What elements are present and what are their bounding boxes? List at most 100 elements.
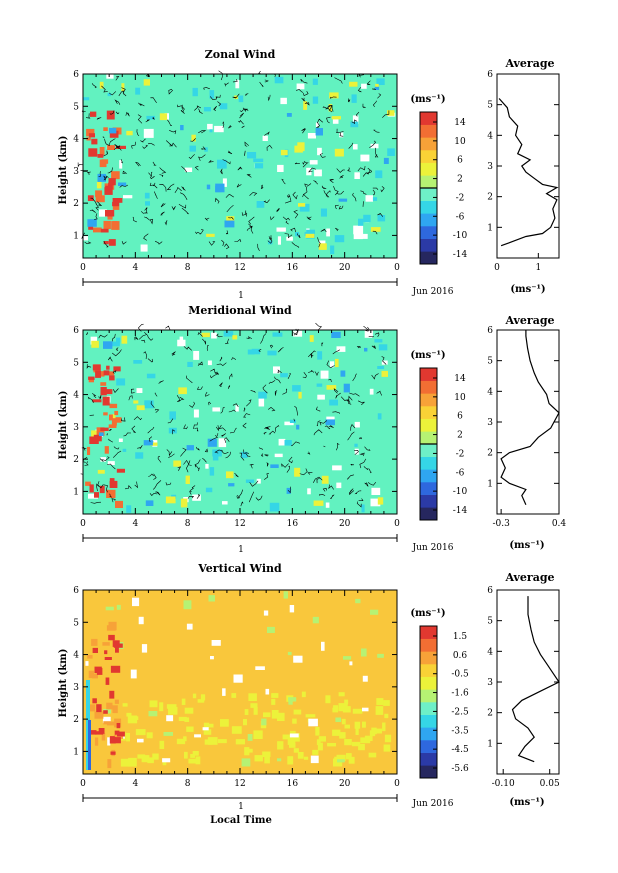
average-x-tick-label: 0: [494, 263, 500, 273]
y-tick-label: 5: [73, 618, 79, 628]
heatmap-patch: [210, 656, 214, 660]
heatmap-patch: [135, 729, 146, 736]
heatmap-patch: [377, 215, 386, 222]
colorbar-tick-label: -10: [453, 231, 468, 241]
colorbar-tick-label: -14: [453, 250, 468, 260]
y-tick-label: 1: [73, 747, 79, 757]
heatmap-patch: [116, 145, 126, 149]
heatmap-patch: [378, 344, 388, 351]
heatmap-patch: [293, 709, 302, 715]
heatmap-patch: [303, 756, 309, 760]
heatmap-patch: [280, 149, 288, 156]
heatmap-patch: [181, 698, 186, 705]
colorbar-segment: [420, 393, 437, 407]
heatmap-patch: [103, 341, 113, 349]
average-x-label: (ms⁻¹): [510, 284, 545, 295]
heatmap-patch: [146, 732, 153, 739]
colorbar-segment: [420, 162, 437, 176]
heatmap-patch: [329, 399, 338, 406]
heatmap-patch: [330, 245, 335, 255]
colorbar-segment: [420, 689, 437, 703]
heatmap-patch: [111, 341, 120, 347]
heatmap-patch: [314, 169, 322, 177]
heatmap-patch: [375, 706, 384, 715]
heatmap-patch: [370, 227, 381, 232]
heatmap-patch: [87, 655, 93, 659]
heatmap-patch: [193, 351, 200, 360]
heatmap-patch: [132, 597, 140, 607]
heatmap-patch: [203, 722, 210, 728]
heatmap-patch: [377, 413, 382, 420]
heatmap-patch: [109, 480, 118, 488]
heatmap-patch: [309, 160, 318, 165]
heatmap-patch: [183, 736, 187, 742]
average-y-tick-label: 6: [487, 586, 493, 596]
heatmap-patch: [247, 734, 253, 741]
colorbar-segment: [420, 431, 437, 445]
heatmap-patch: [91, 138, 98, 145]
date-label: Jun 2016: [412, 287, 454, 297]
heatmap-patch: [205, 464, 209, 469]
heatmap-patch: [277, 741, 284, 750]
heatmap-patch: [286, 113, 292, 117]
heatmap-patch: [91, 340, 99, 348]
heatmap-patch: [214, 125, 224, 133]
heatmap-patch: [88, 376, 95, 380]
average-title: Average: [504, 57, 554, 70]
heatmap-patch: [209, 467, 215, 476]
average-y-tick-label: 2: [487, 709, 493, 719]
heatmap-patch: [143, 79, 150, 86]
heatmap-patch: [371, 727, 377, 735]
colorbar-segment: [420, 444, 437, 457]
heatmap-patch: [342, 706, 351, 713]
heatmap-patch: [317, 351, 323, 360]
heatmap-patch: [86, 137, 91, 141]
heatmap-patch: [107, 145, 116, 150]
heatmap-patch: [105, 677, 110, 685]
average-title: Average: [504, 571, 554, 584]
heatmap-patch: [387, 148, 395, 156]
heatmap-patch: [99, 485, 105, 494]
colorbar-tick-label: 14: [454, 118, 466, 128]
heatmap-patch: [338, 198, 348, 202]
heatmap-patch: [312, 78, 318, 85]
heatmap-patch: [95, 195, 105, 203]
heatmap-patch: [352, 708, 363, 714]
average-x-label: (ms⁻¹): [509, 540, 544, 551]
heatmap-patch: [235, 739, 245, 745]
heatmap-patch: [185, 475, 190, 484]
heatmap-patch: [97, 469, 105, 474]
heatmap-patch: [106, 625, 116, 631]
colorbar-segment: [420, 200, 437, 214]
heatmap-patch: [204, 147, 208, 152]
average-frame: [496, 329, 560, 515]
x-tick-label: 4: [132, 263, 138, 273]
colorbar-tick-label: 10: [454, 137, 466, 147]
heatmap-patch: [270, 464, 279, 468]
heatmap-patch: [255, 666, 265, 670]
y-tick-label: 2: [73, 715, 79, 725]
heatmap-patch: [195, 756, 201, 765]
heatmap-patch: [211, 640, 221, 646]
heatmap-patch: [299, 203, 310, 212]
heatmap-patch: [288, 697, 297, 702]
heatmap-patch: [318, 243, 327, 250]
heatmap-patch: [103, 241, 109, 245]
heatmap-patch: [254, 163, 264, 169]
heatmap-patch: [354, 172, 360, 179]
heatmap-patch: [83, 97, 90, 101]
heatmap-patch: [86, 704, 96, 712]
heatmap-patch: [376, 728, 382, 734]
colorbar: 14 10 6 2 -2 -6 -10 -14: [419, 111, 468, 265]
colorbar-segment: [420, 638, 437, 652]
heatmap-patch: [350, 121, 359, 128]
heatmap-patch: [362, 233, 368, 239]
heatmap-patch: [102, 716, 111, 724]
heatmap-patch: [317, 394, 325, 400]
heatmap-patch: [328, 104, 333, 112]
x-tick-label: 20: [339, 779, 351, 789]
heatmap-patch: [116, 468, 125, 473]
colorbar-tick-label: -2.5: [451, 707, 469, 717]
